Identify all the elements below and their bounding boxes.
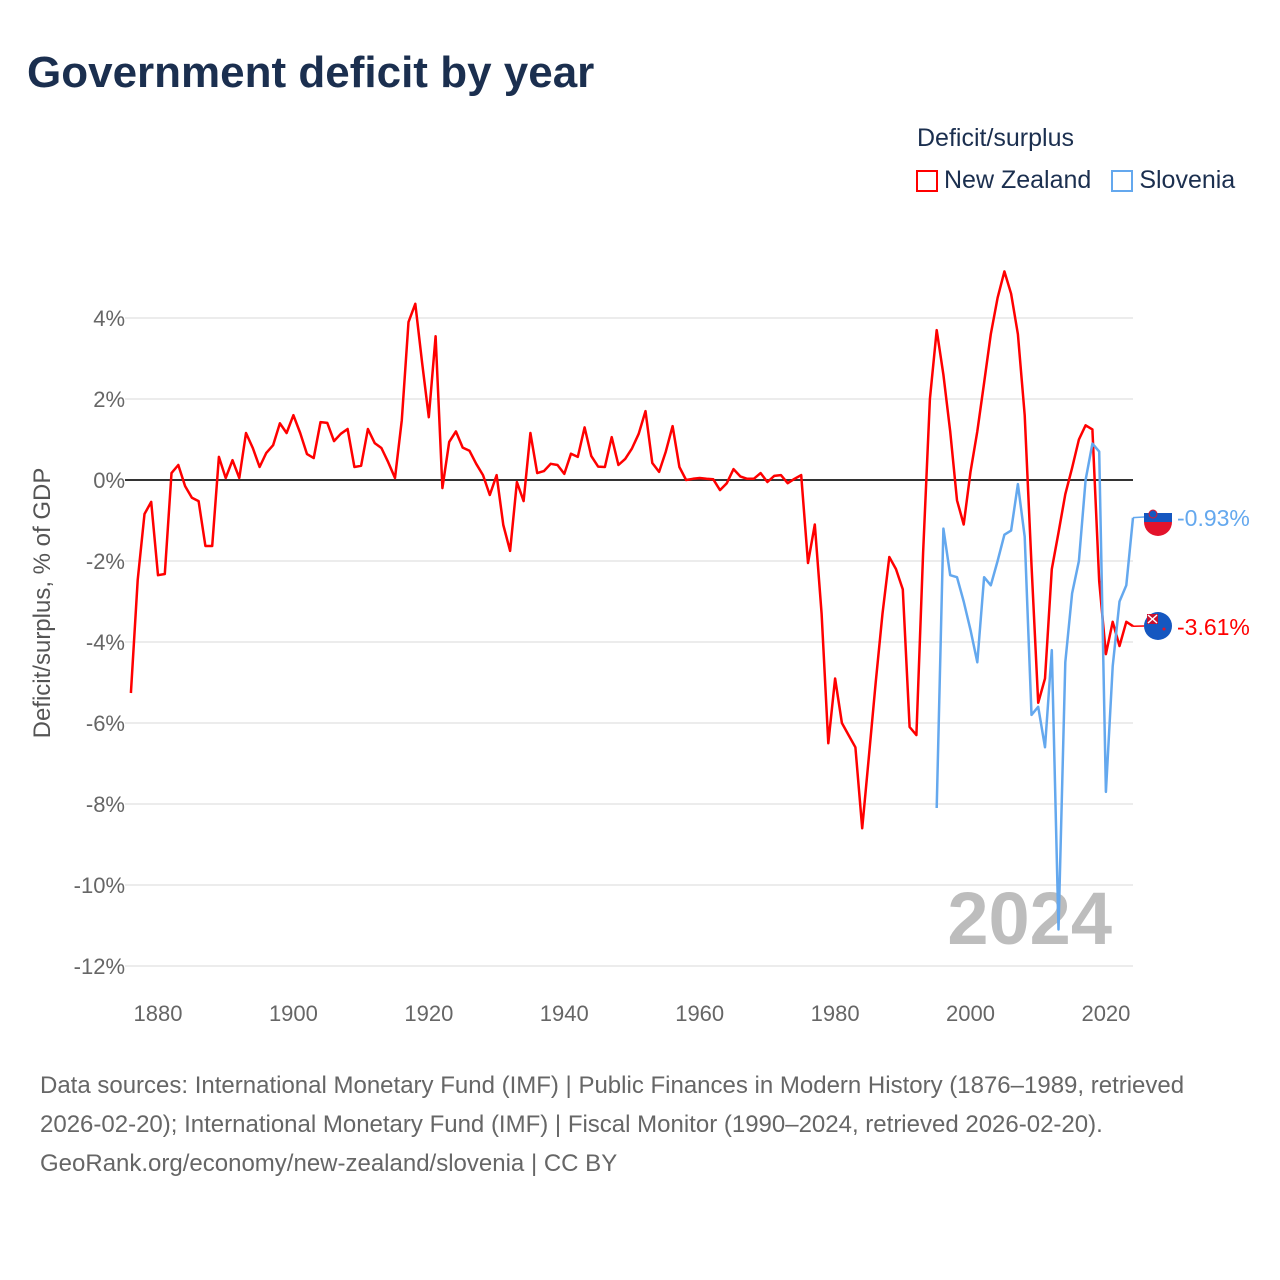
x-tick-label: 1900 bbox=[269, 1001, 318, 1026]
y-tick-label: -10% bbox=[74, 873, 125, 898]
y-tick-label: 0% bbox=[93, 468, 125, 493]
line-chart: 4% 2% 0% -2% -4% -6% -8% -10% -12% 1880 1900 1920 19… bbox=[29, 270, 1250, 1026]
y-tick-label: -8% bbox=[86, 792, 125, 817]
x-tick-label: 2020 bbox=[1081, 1001, 1130, 1026]
page-title: Government deficit by year bbox=[27, 48, 595, 97]
y-tick-label: 4% bbox=[93, 306, 125, 331]
flag-new-zealand-icon bbox=[1144, 612, 1172, 640]
y-tick-label: -2% bbox=[86, 549, 125, 574]
y-tick-label: 2% bbox=[93, 387, 125, 412]
data-sources: Data sources: International Monetary Fun… bbox=[40, 1072, 1185, 1138]
x-tick-label: 1880 bbox=[134, 1001, 183, 1026]
legend-item-new-zealand[interactable]: New Zealand bbox=[916, 166, 1091, 195]
legend-title: Deficit/surplus bbox=[917, 124, 1074, 152]
legend: New Zealand Slovenia bbox=[916, 166, 1235, 195]
legend-label: Slovenia bbox=[1139, 166, 1236, 194]
x-tick-label: 1980 bbox=[811, 1001, 860, 1026]
flag-slovenia-icon bbox=[1144, 499, 1172, 536]
y-tick-label: -4% bbox=[86, 630, 125, 655]
series-line-new-zealand[interactable] bbox=[129, 270, 1134, 830]
end-value-label-new-zealand: -3.61% bbox=[1177, 614, 1250, 640]
legend-swatch-slovenia bbox=[1111, 169, 1134, 192]
footer: Data sources: International Monetary Fun… bbox=[40, 1066, 1240, 1183]
year-watermark: 2024 bbox=[947, 877, 1112, 960]
end-value-label-slovenia: -0.93% bbox=[1177, 505, 1250, 531]
legend-item-slovenia[interactable]: Slovenia bbox=[1111, 166, 1235, 195]
x-tick-label: 1920 bbox=[404, 1001, 453, 1026]
x-tick-label: 2000 bbox=[946, 1001, 995, 1026]
legend-label: New Zealand bbox=[944, 166, 1092, 194]
y-tick-label: -12% bbox=[74, 954, 125, 979]
legend-swatch-new-zealand bbox=[916, 169, 938, 192]
credit-link[interactable]: GeoRank.org/economy/new-zealand/slovenia… bbox=[40, 1150, 618, 1177]
x-tick-label: 1940 bbox=[540, 1001, 589, 1026]
end-connector bbox=[1132, 516, 1145, 519]
y-axis-label: Deficit/surplus, % of GDP bbox=[29, 468, 56, 739]
x-tick-label: 1960 bbox=[675, 1001, 724, 1026]
y-tick-label: -6% bbox=[86, 711, 125, 736]
series-line-slovenia[interactable] bbox=[935, 442, 1135, 931]
